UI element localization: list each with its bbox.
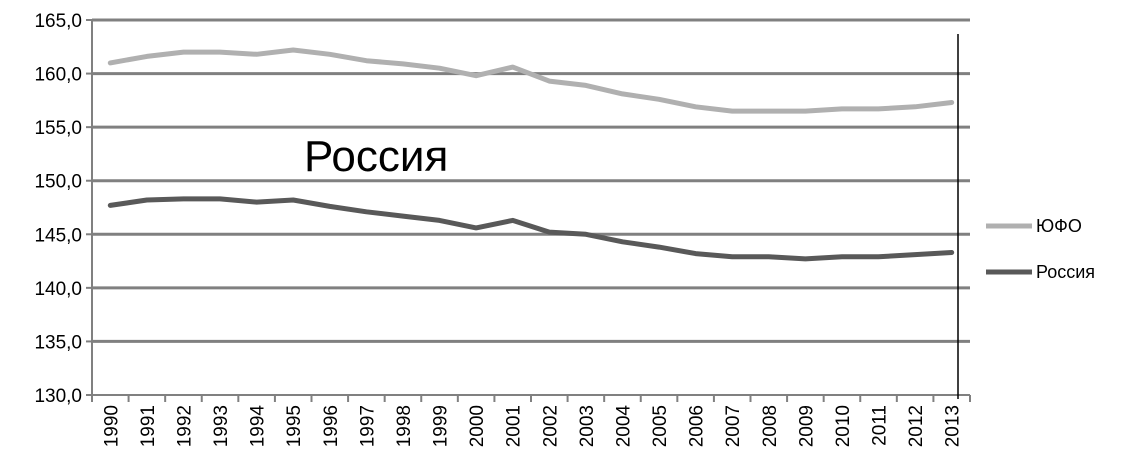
x-tick-label: 2002 (540, 405, 561, 447)
y-axis-tick-labels: 130,0 135,0 140,0 145,0 150,0 155,0 160,0 165,0 (34, 11, 82, 407)
series-lines (107, 47, 955, 262)
x-tick-label: 2000 (467, 405, 488, 447)
x-tick-label: 2005 (650, 405, 671, 447)
gridlines (86, 18, 971, 402)
x-tick-label: 1998 (394, 405, 415, 447)
y-tick-label: 150,0 (34, 172, 82, 193)
y-tick-label: 165,0 (34, 11, 82, 32)
x-tick-label: 1996 (321, 405, 342, 447)
legend-label: Россия (1036, 262, 1095, 282)
y-tick-label: 155,0 (34, 118, 82, 139)
x-tick-label: 2006 (687, 405, 708, 447)
x-tick-label: 1993 (211, 405, 232, 447)
axes (91, 20, 970, 399)
x-tick-label: 1990 (101, 405, 122, 447)
legend: ЮФО Россия (986, 216, 1095, 282)
y-tick-label: 135,0 (34, 332, 82, 353)
x-tick-label: 1991 (138, 405, 159, 447)
x-tick-label: 2012 (906, 405, 927, 447)
x-tick-label: 1999 (431, 405, 452, 447)
series-line (107, 47, 955, 114)
y-tick-label: 160,0 (34, 65, 82, 86)
x-tick-label: 1994 (248, 405, 269, 448)
x-tick-label: 2013 (943, 405, 964, 447)
x-tick-label: 2008 (760, 405, 781, 447)
x-tick-label: 1992 (174, 405, 195, 447)
x-axis-tick-labels: 1990 1991 1992 1993 1994 1995 1996 1997 1998 1999… (101, 405, 963, 448)
x-tick-label: 2001 (504, 405, 525, 447)
x-tick-label: 1997 (357, 405, 378, 447)
chart-annotation: Россия (304, 132, 448, 181)
x-tick-label: 1995 (284, 405, 305, 447)
y-tick-label: 130,0 (34, 386, 82, 407)
y-tick-label: 145,0 (34, 225, 82, 246)
y-tick-label: 140,0 (34, 279, 82, 300)
x-tick-label: 2003 (577, 405, 598, 447)
series-line (107, 196, 955, 262)
x-tick-label: 2004 (613, 405, 634, 448)
x-tick-label: 2009 (796, 405, 817, 447)
x-tick-label: 2010 (833, 405, 854, 447)
legend-label: ЮФО (1036, 216, 1082, 236)
x-tick-label: 2007 (723, 405, 744, 447)
x-tick-label: 2011 (870, 405, 891, 446)
